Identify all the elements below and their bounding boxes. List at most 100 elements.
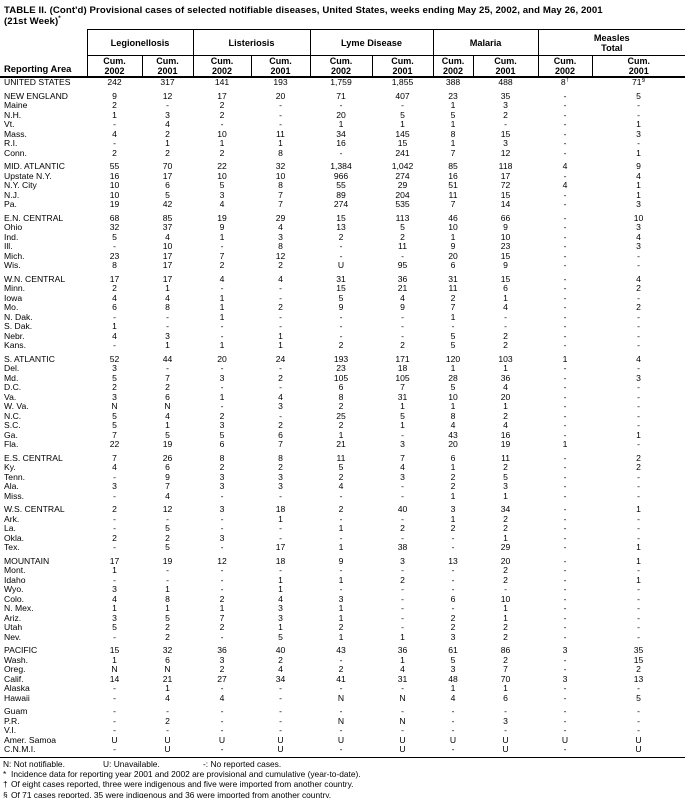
value-cell: - (220, 363, 224, 373)
value-cell: 12 (275, 250, 286, 261)
value-cell: - (339, 683, 343, 693)
value-cell: 20 (500, 391, 511, 402)
value-cell: - (220, 241, 224, 251)
value-cell: 85 (162, 212, 173, 223)
value-cell: 4 (112, 128, 117, 139)
value-cell: - (504, 119, 507, 129)
value-cell: - (279, 692, 282, 703)
value-cell: 1 (165, 603, 170, 613)
value-cell: N (399, 692, 406, 703)
value-cell: - (563, 725, 567, 735)
table-section: PACIFIC 15 32 36 40 43 36 61 86 3 35 Wash. 1 6 3 2-1 5 2-… (0, 642, 685, 703)
table-row: N. Mex. 1 1 1 3 1 - - 1 - - (0, 603, 685, 614)
table-row: PACIFIC 15 32 36 40 43 36 61 86 3 35 (0, 642, 685, 656)
value-cell: 15 (500, 273, 511, 284)
value-cell: - (220, 490, 224, 501)
value-cell: - (637, 683, 640, 693)
value-cell: - (87, 744, 142, 758)
value-cell: - (563, 382, 567, 392)
value-cell: 3 (219, 654, 225, 665)
value-cell: 15 (500, 189, 511, 200)
value-cell: 32 (275, 161, 286, 171)
value-cell: - (504, 725, 507, 735)
reporting-area-cell: Va. (4, 391, 17, 402)
value-cell: 1 (338, 523, 344, 533)
value-cell: - (339, 654, 343, 665)
value-cell: 4 (112, 292, 117, 303)
value-cell: - (637, 138, 640, 148)
value-cell: - (637, 622, 640, 632)
value-cell: 48 (448, 673, 458, 684)
table-row: NEW ENGLAND 9 12 17 20 71 407 23 35 - 5 (0, 88, 685, 102)
table-row: Ga. 7 5 5 6 1 - 43 16 - 1 (0, 429, 685, 441)
value-cell: - (637, 363, 640, 373)
table-row: Kans. - 1 1 1 2 2 5 2 - - (0, 340, 685, 351)
value-cell: 274 (333, 199, 349, 209)
value-cell: - (563, 170, 567, 181)
value-cell: 43 (336, 645, 346, 655)
table-row: Ark. - - - 1 - - 1 2 - - (0, 514, 685, 525)
reporting-area-cell: Pa. (4, 199, 17, 209)
value-cell: 3 (278, 603, 283, 613)
table-row: W.S. CENTRAL 2 12 3 18 2 40 3 34 - 1 (0, 501, 685, 515)
table-row: Ind. 5 4 1 3 2 2 1 10 - 4 (0, 231, 685, 243)
reporting-area-cell: Ariz. (4, 612, 22, 623)
value-cell: 2 (503, 565, 508, 575)
value-cell: 1 (112, 603, 117, 613)
value-cell: 31 (397, 391, 408, 402)
value-cell: 23 (109, 250, 120, 261)
value-cell: 4 (503, 382, 508, 392)
value-cell: 1 (219, 603, 225, 613)
reporting-area-cell: Maine (4, 100, 28, 110)
value-cell: U (277, 734, 284, 745)
value-cell: 3 (503, 481, 508, 491)
value-cell: 3 (219, 504, 225, 514)
value-cell: - (563, 231, 567, 242)
value-cell: - (563, 109, 567, 120)
value-cell: 19 (162, 555, 173, 566)
value-cell: 21 (397, 283, 408, 293)
table-row: Idaho - - - 1 1 2 - 2 - 1 (0, 574, 685, 586)
value-cell: - (563, 302, 567, 312)
value-cell: - (637, 631, 640, 642)
value-cell: - (339, 706, 343, 716)
value-cell: - (563, 683, 567, 693)
reporting-area-cell: Hawaii (4, 692, 30, 703)
value-cell: 2 (219, 260, 225, 270)
value-cell: 1 (636, 429, 641, 440)
value-cell: 5 (219, 180, 225, 190)
value-cell: - (113, 471, 116, 482)
value-cell: 1 (112, 109, 117, 120)
value-cell: 2 (165, 622, 170, 632)
value-cell: 23 (500, 241, 511, 251)
value-cell: - (637, 109, 640, 120)
value-cell: - (401, 100, 404, 110)
value-cell: - (401, 706, 404, 716)
table-row: Wis. 8 17 2 2 U 95 6 9 - - (0, 260, 685, 271)
value-cell: - (279, 490, 282, 501)
subheader-cum-2001: Cum. 2001 (250, 55, 310, 78)
reporting-area-cell: E.N. CENTRAL (4, 212, 64, 223)
value-cell: 1 (278, 574, 283, 585)
value-cell: 2 (278, 302, 283, 312)
table-section: Guam - - - - - - - - - - P.R. -2- - N N -3- - V.I. - - - - - - - -… (0, 703, 685, 758)
value-cell: 68 (109, 212, 120, 223)
table-row: D.C. 2 2 - - 6 7 5 4 - - (0, 382, 685, 393)
value-cell: 1 (219, 340, 225, 350)
value-cell: - (563, 212, 567, 223)
value-cell: 1 (278, 622, 283, 632)
value-cell: - (637, 725, 640, 735)
value-cell: 3 (400, 471, 405, 482)
value-cell: - (637, 603, 640, 613)
value-cell: 4 (278, 391, 283, 402)
value-cell: 2 (278, 260, 283, 270)
value-cell: - (563, 462, 567, 472)
group-header-measles-total: Measles Total (537, 29, 685, 56)
value-cell: 204 (395, 189, 410, 200)
value-cell: 4 (219, 692, 225, 703)
value-cell: - (563, 372, 567, 383)
table-row: N. Dak. - - 1 - - - 1 - - - (0, 312, 685, 323)
value-cell: 15 (336, 283, 346, 293)
table-row: Utah 5 2 2 1 2 - 2 2 - - (0, 622, 685, 633)
subheader-cum-2002: Cum. 2002 (537, 55, 593, 78)
